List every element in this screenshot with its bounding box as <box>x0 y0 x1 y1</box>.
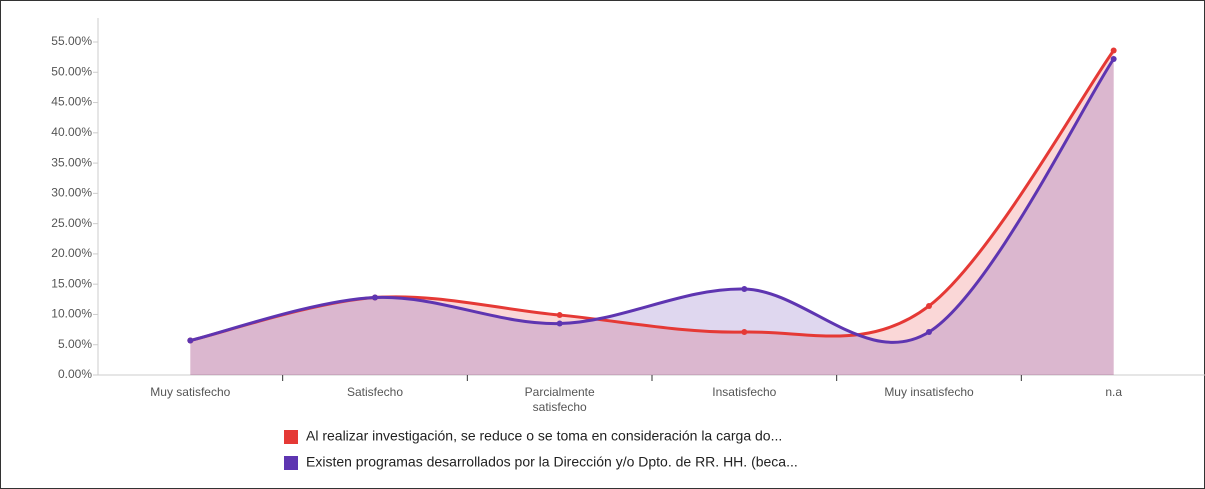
x-tick-label: Muy satisfecho <box>150 385 230 399</box>
y-tick-label: 15.00% <box>51 276 92 290</box>
y-tick-label: 30.00% <box>51 186 92 200</box>
y-tick-label: 5.00% <box>58 337 92 351</box>
legend-swatch <box>284 430 298 444</box>
point <box>926 302 932 309</box>
y-tick-label: 45.00% <box>51 95 92 109</box>
point <box>741 329 748 336</box>
x-tick-label: Insatisfecho <box>712 385 776 399</box>
area-fill <box>190 58 1114 375</box>
point <box>372 294 378 301</box>
point <box>926 329 932 336</box>
point <box>556 312 563 319</box>
x-tick-label: Satisfecho <box>347 385 403 399</box>
y-tick-label: 10.00% <box>51 307 92 321</box>
y-tick-label: 55.00% <box>51 34 92 48</box>
line <box>189 58 1115 344</box>
point <box>1110 55 1117 62</box>
legend-swatch <box>284 456 298 470</box>
y-tick-label: 0.00% <box>58 367 92 381</box>
point <box>187 337 194 344</box>
y-tick-label: 40.00% <box>51 125 92 139</box>
area-fill <box>190 50 1114 375</box>
point <box>741 286 748 293</box>
y-tick-label: 35.00% <box>51 155 92 169</box>
legend-label: Al realizar investigación, se reduce o s… <box>306 428 782 444</box>
y-tick-label: 50.00% <box>51 64 92 78</box>
x-tick-label: n.a <box>1105 385 1122 399</box>
x-tick-label: Parcialmente satisfecho <box>525 385 595 414</box>
y-tick-label: 20.00% <box>51 246 92 260</box>
y-tick-label: 25.00% <box>51 216 92 230</box>
point <box>1110 47 1117 54</box>
legend-label: Existen programas desarrollados por la D… <box>306 454 798 470</box>
point <box>556 320 563 327</box>
x-tick-label: Muy insatisfecho <box>884 385 974 399</box>
